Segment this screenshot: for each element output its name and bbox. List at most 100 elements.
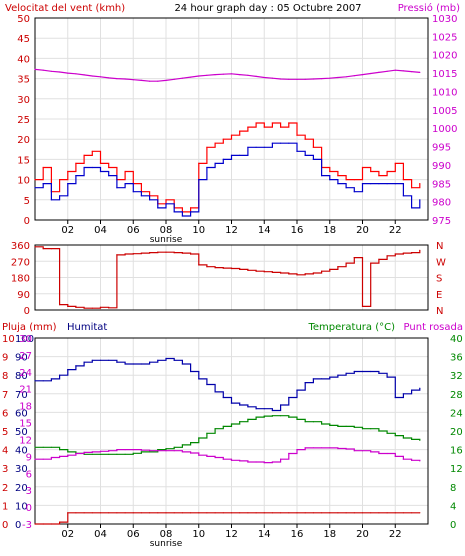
series-gust-line-point	[222, 138, 224, 140]
series-avg-line-point	[206, 166, 208, 169]
series-rain-line-point	[190, 512, 192, 514]
series-rain-line	[35, 512, 420, 525]
series-rain-line-point	[280, 512, 282, 514]
dew-y-tick-label: 27	[19, 351, 32, 362]
series-avg-line-point	[59, 195, 61, 197]
series-avg-line-point	[157, 207, 159, 209]
series-humidity-line-point	[312, 378, 314, 380]
series-avg-line-point	[99, 170, 102, 173]
pressure-y-tick-label: 985	[432, 179, 451, 190]
series-humidity-line-point	[99, 359, 102, 361]
series-humidity-line-point	[419, 387, 421, 389]
series-humidity-line-point	[181, 363, 183, 365]
series-rain-line-point	[419, 512, 421, 514]
series-avg-line-point	[67, 183, 69, 185]
wind-y-tick-label: 40	[17, 54, 30, 65]
series-rain-line-point	[370, 512, 372, 514]
series-rain-line-point	[198, 512, 200, 514]
series-pressure-line-point	[288, 78, 290, 80]
series-direction-line-point	[165, 251, 167, 253]
temp-y-tick-label: 12	[450, 464, 463, 475]
series-avg-line-point	[304, 154, 306, 156]
series-pressure-line-point	[337, 76, 339, 79]
series-rain-line-point	[50, 523, 53, 525]
lower-panel-x-tick-label: 08	[160, 529, 173, 540]
series-temperature-line-point	[59, 449, 61, 451]
series-avg-line-point	[288, 142, 290, 144]
series-gust-line-point	[198, 162, 200, 164]
lower-panel-x-tick-label: 06	[127, 529, 140, 540]
series-direction-line-point	[181, 252, 183, 254]
series-gust-line-point	[304, 138, 306, 140]
series-gust-line-point	[75, 162, 77, 164]
series-pressure-line-point	[214, 74, 216, 76]
series-pressure-line-point	[247, 74, 249, 76]
series-temperature-line-point	[288, 416, 290, 418]
series-direction-line-point	[361, 305, 364, 307]
series-avg-line-point	[190, 211, 192, 213]
series-humidity-line-point	[370, 370, 372, 373]
series-gust-line-point	[370, 170, 372, 173]
series-direction-line-point	[402, 252, 404, 254]
dew-y-tick-label: 24	[19, 368, 32, 379]
series-dew_point-line-point	[34, 458, 36, 460]
humidity-y-tick-label: 90	[15, 353, 28, 364]
series-rain-line-point	[411, 512, 413, 514]
series-temperature-line-point	[198, 437, 200, 439]
series-rain-line-point	[321, 512, 323, 514]
pressure-y-tick-label: 995	[432, 143, 451, 154]
series-direction-line-point	[206, 266, 208, 268]
wind-y-tick-label: 0	[24, 216, 30, 227]
series-rain-line-point	[157, 512, 159, 514]
dew-y-tick-label: 15	[19, 419, 32, 430]
series-gust-line-point	[91, 150, 93, 152]
series-pressure-line-point	[116, 78, 118, 80]
series-pressure-line-point	[402, 70, 404, 72]
rain-y-tick-label: 10	[2, 334, 15, 345]
series-temperature-line-point	[181, 444, 183, 446]
series-pressure-line-point	[239, 74, 241, 76]
series-humidity-line-point	[198, 378, 200, 380]
wind-panel-sunrise-label: sunrise	[150, 235, 183, 245]
series-dew_point-line-point	[83, 451, 85, 453]
series-temperature-line-point	[230, 423, 233, 425]
series-humidity-line-point	[361, 370, 364, 373]
series-dew_point-line-point	[329, 447, 331, 449]
wind-y-tick-label: 15	[17, 155, 30, 166]
series-dew_point-line-point	[288, 452, 290, 455]
series-direction-line-point	[321, 270, 323, 272]
temp-y-tick-label: 24	[450, 408, 463, 419]
series-humidity-line-point	[386, 376, 388, 378]
series-humidity-line-point	[124, 363, 126, 365]
series-humidity-line-point	[173, 359, 175, 361]
temp-y-tick-label: 28	[450, 390, 463, 401]
series-temperature-line-point	[304, 421, 306, 423]
series-gust-line-point	[345, 179, 347, 181]
series-humidity-line-point	[280, 404, 282, 406]
series-avg-line-point	[181, 215, 183, 217]
humidity-y-tick-label: 60	[15, 408, 28, 419]
series-dew_point-line-point	[190, 452, 192, 454]
series-humidity-line-point	[108, 359, 110, 361]
series-dew_point-line-point	[50, 456, 53, 459]
series-direction-line-point	[214, 267, 216, 269]
series-dew_point-line-point	[296, 449, 298, 451]
rain-axis-label: Pluja (mm)	[2, 322, 57, 333]
series-avg-line-point	[239, 154, 241, 156]
series-humidity-line-point	[271, 409, 273, 412]
humidity-y-tick-label: 80	[15, 371, 28, 382]
series-temperature-line-point	[50, 446, 53, 448]
series-gust-line-point	[419, 183, 421, 185]
series-avg-line-point	[280, 142, 282, 144]
lower-panel-x-tick-label: 12	[225, 529, 238, 540]
series-humidity-line-point	[402, 393, 404, 395]
series-dew_point-line-point	[157, 450, 159, 452]
series-rain-line-point	[222, 512, 224, 514]
series-humidity-line-point	[206, 383, 208, 386]
series-humidity-line-point	[140, 363, 142, 365]
wind-panel-x-tick-label: 10	[192, 225, 205, 236]
rain-y-tick-label: 1	[2, 501, 8, 512]
wind-y-tick-label: 35	[17, 75, 30, 86]
series-rain-line-point	[108, 512, 110, 514]
series-gust-line-point	[394, 162, 396, 164]
